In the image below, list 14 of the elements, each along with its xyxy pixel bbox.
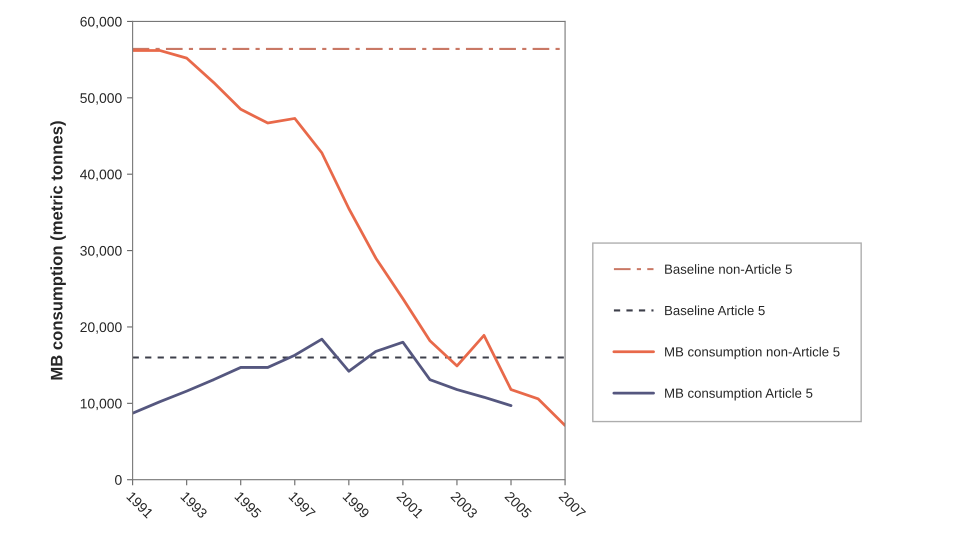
legend-label: Baseline Article 5: [665, 306, 765, 316]
legend-label: MB consumption Article 5: [665, 388, 812, 400]
y-tick-label: 50,000: [80, 93, 122, 105]
y-tick-label: 10,000: [80, 398, 122, 410]
y-tick-label: 0: [115, 475, 122, 485]
line-series: [132, 338, 512, 415]
y-tick-label: 20,000: [80, 322, 122, 334]
legend-label: MB consumption non-Article 5: [665, 346, 840, 360]
y-axis-title: MB consumption (metric tonnes): [50, 121, 66, 380]
y-tick-label: 30,000: [80, 246, 122, 258]
legend-label: Baseline non-Article 5: [665, 264, 792, 274]
y-tick-label: 40,000: [80, 170, 122, 182]
line-series: [132, 49, 566, 427]
y-tick-label: 60,000: [80, 16, 122, 28]
